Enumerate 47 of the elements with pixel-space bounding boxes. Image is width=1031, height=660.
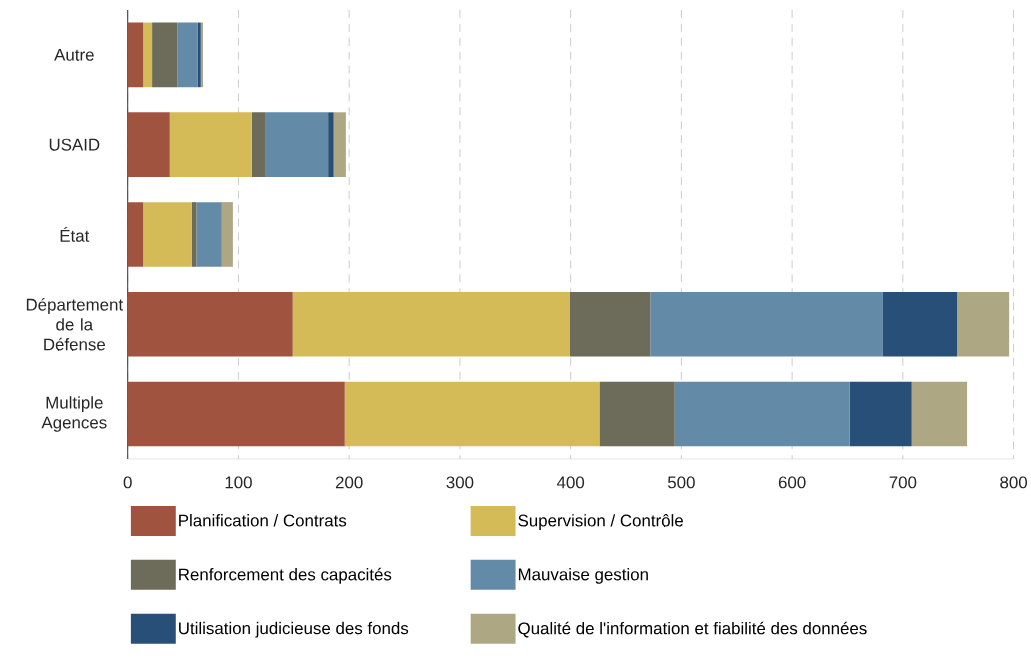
bar [265,112,329,177]
bar [177,22,198,87]
bar [127,291,293,357]
bar [127,201,144,267]
bar [127,381,345,447]
bar [127,22,144,87]
x-tick-label: 400 [556,476,585,489]
bar [191,201,197,267]
legend-label: Supervision / Contrôle [518,513,683,530]
bar [251,112,266,177]
bar [882,291,958,357]
bar [143,201,192,267]
bar [328,112,334,177]
x-tick-label: 700 [889,476,917,489]
legend-label: Qualité de l'information et fiabilité des données [518,621,867,638]
y-tick-label: Multiple Agences [41,396,107,432]
x-tick-label: 0 [123,476,132,489]
bar [127,112,170,177]
bar [196,201,222,267]
x-tick-label: 100 [225,476,252,489]
bar [292,291,570,357]
bar [333,112,346,177]
legend-label: Utilisation judicieuse des fonds [179,621,409,638]
bar [169,112,252,177]
x-tick-label: 200 [335,476,363,489]
bar [143,22,153,87]
bar [849,381,912,447]
bar [911,381,968,447]
x-tick-label: 800 [1000,476,1028,489]
y-tick-label: Autre [54,48,94,61]
bar [569,291,651,357]
legend-label: Planification / Contrats [179,513,347,527]
y-tick-label: USAID [49,138,100,151]
x-tick-label: 500 [667,476,695,489]
legend-label: Mauvaise gestion [518,567,648,584]
bar [957,291,1010,357]
bar [650,291,883,357]
x-tick-label: 600 [778,476,806,489]
x-tick-label: 300 [446,476,474,489]
y-tick-label: Département de la Défense [26,297,124,351]
bar [674,381,850,447]
legend-label: Renforcement des capacités [179,567,392,584]
bar [152,22,178,87]
y-tick-label: État [60,226,90,242]
bar [599,381,675,447]
bar [344,381,600,447]
bar [221,201,233,267]
